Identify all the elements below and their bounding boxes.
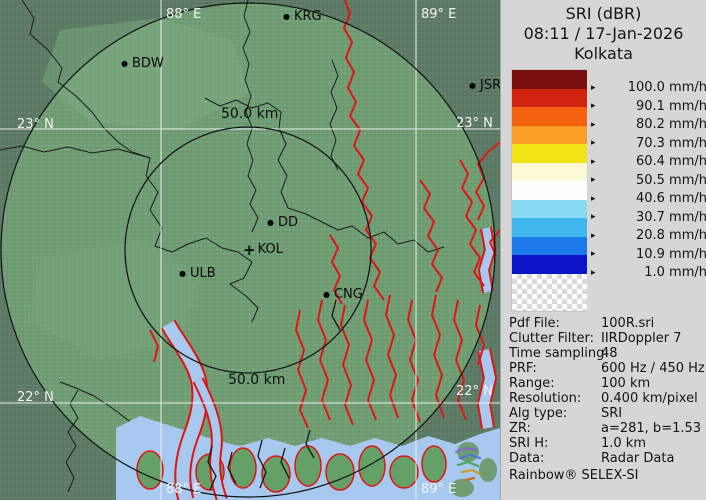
scale-tick-icon: ▸ — [591, 230, 596, 241]
meta-value: 48 — [601, 346, 618, 361]
scale-value-label: 40.6 mm/h — [635, 191, 706, 206]
scale-band — [512, 162, 587, 181]
scale-band — [512, 88, 587, 107]
meta-value: 100R.sri — [601, 316, 655, 331]
meta-value: IIRDoppler 7 — [601, 331, 682, 346]
meta-row: Resolution: 0.400 km/pixel — [509, 391, 705, 406]
meta-value: Radar Data — [601, 451, 675, 466]
hooghly-river — [160, 226, 498, 500]
scale-label-row: ▸ 10.9 mm/h — [591, 246, 706, 263]
scale-band — [512, 107, 587, 126]
meta-label: Clutter Filter: — [509, 331, 594, 346]
radar-map-viewport[interactable]: 88° E 89° E 23° N 23° N 22° N 22° N 88° E 89° E… — [0, 0, 501, 500]
scale-value-label: 50.5 mm/h — [635, 172, 706, 188]
latlon-grid — [0, 0, 500, 500]
color-scale-bands — [511, 69, 587, 312]
scale-tick-icon: ▸ — [591, 101, 596, 111]
station-name: Kolkata — [574, 44, 633, 63]
scale-value-label: 100.0 mm/h — [627, 80, 706, 95]
scale-tick-icon: ▸ — [591, 156, 596, 167]
info-panel: SRI (dBR) 08:11 / 17-Jan-2026 Kolkata ▸ 1… — [500, 0, 706, 500]
meta-label: Time sampling: — [509, 346, 609, 361]
scale-value-label: 70.3 mm/h — [635, 135, 706, 151]
meta-label: Range: — [509, 376, 555, 391]
scale-band-transparent — [512, 273, 587, 311]
range-ring-50km — [124, 126, 372, 374]
scale-label-row: ▸ 80.2 mm/h — [591, 116, 706, 133]
scan-datetime: 08:11 / 17-Jan-2026 — [523, 24, 684, 43]
scale-label-row: ▸ 50.5 mm/h — [591, 172, 706, 189]
scale-band — [512, 181, 587, 200]
scale-label-row: ▸ 40.6 mm/h — [591, 190, 706, 207]
meta-value: SRI — [601, 406, 623, 421]
meta-label: PRF: — [509, 361, 537, 376]
scale-label-row: ▸ 60.4 mm/h — [591, 153, 706, 170]
district-tint-sw — [30, 240, 200, 360]
scale-tick-icon: ▸ — [591, 82, 596, 93]
scale-value-label: 80.2 mm/h — [635, 117, 706, 132]
scale-band — [512, 218, 587, 237]
range-rings — [0, 2, 496, 498]
meta-row: ZR: a=281, b=1.53 — [509, 421, 705, 436]
meta-row: SRI H: 1.0 km — [509, 436, 705, 451]
meta-row: Range: 100 km — [509, 376, 705, 391]
scale-band — [512, 255, 587, 274]
meta-label: SRI H: — [509, 436, 549, 451]
scale-band — [512, 144, 587, 163]
meta-label: Pdf File: — [509, 316, 560, 331]
meta-row: Alg type: SRI — [509, 406, 705, 421]
meta-value: 600 Hz / 450 Hz — [601, 361, 705, 376]
panel-header: SRI (dBR) 08:11 / 17-Jan-2026 Kolkata — [501, 4, 706, 64]
meta-value: 100 km — [601, 376, 651, 391]
meta-value: a=281, b=1.53 — [601, 421, 702, 436]
color-scale: ▸ 100.0 mm/h ▸ 90.1 mm/h ▸ 80.2 mm/h ▸ 70.3 mm/… — [511, 69, 706, 312]
scale-label-row: ▸ 30.7 mm/h — [591, 209, 706, 226]
meta-value: 1.0 km — [601, 436, 646, 451]
meta-row: Time sampling: 48 — [509, 346, 705, 361]
scale-label-row: ▸ 1.0 mm/h — [591, 264, 706, 281]
meta-row: Pdf File: 100R.sri — [509, 316, 705, 331]
scale-value-label: 90.1 mm/h — [635, 98, 706, 114]
scale-band — [512, 199, 587, 218]
scale-tick-icon: ▸ — [591, 175, 596, 185]
scale-tick-icon: ▸ — [591, 119, 596, 130]
meta-label: Alg type: — [509, 406, 568, 421]
scale-tick-icon: ▸ — [591, 193, 596, 204]
scale-label-row: ▸ 90.1 mm/h — [591, 98, 706, 115]
district-borders — [0, 0, 445, 500]
scale-value-label: 60.4 mm/h — [635, 154, 706, 169]
scale-value-label: 20.8 mm/h — [635, 228, 706, 243]
scale-value-label: 1.0 mm/h — [644, 265, 706, 280]
range-ring-100km — [0, 2, 496, 498]
meta-row: Clutter Filter: IIRDoppler 7 — [509, 331, 705, 346]
software-brand: Rainbow® SELEX-SI — [509, 468, 639, 483]
product-title: SRI (dBR) — [565, 4, 642, 23]
meta-label: Data: — [509, 451, 545, 466]
scale-label-row: ▸ 70.3 mm/h — [591, 135, 706, 152]
scale-label-row: ▸ 100.0 mm/h — [591, 79, 706, 96]
creek-lines — [207, 299, 341, 491]
meta-label: Resolution: — [509, 391, 582, 406]
precip-echo — [454, 446, 482, 482]
product-metadata: Pdf File: 100R.sri Clutter Filter: IIRDoppl… — [509, 316, 705, 466]
scale-band — [512, 125, 587, 144]
meta-row: PRF: 600 Hz / 450 Hz — [509, 361, 705, 376]
meta-value: 0.400 km/pixel — [601, 391, 698, 406]
scale-tick-icon: ▸ — [591, 138, 596, 148]
district-tint-nw — [42, 18, 250, 130]
scale-tick-icon: ▸ — [591, 267, 596, 278]
scale-tick-icon: ▸ — [591, 249, 596, 259]
scale-tick-icon: ▸ — [591, 212, 596, 222]
meta-row: Data: Radar Data — [509, 451, 705, 466]
scale-value-label: 30.7 mm/h — [635, 209, 706, 225]
scale-label-row: ▸ 20.8 mm/h — [591, 227, 706, 244]
scale-band — [512, 70, 587, 89]
map-geography — [0, 0, 500, 500]
meta-label: ZR: — [509, 421, 531, 436]
scale-value-label: 10.9 mm/h — [635, 246, 706, 262]
scale-band — [512, 236, 587, 255]
